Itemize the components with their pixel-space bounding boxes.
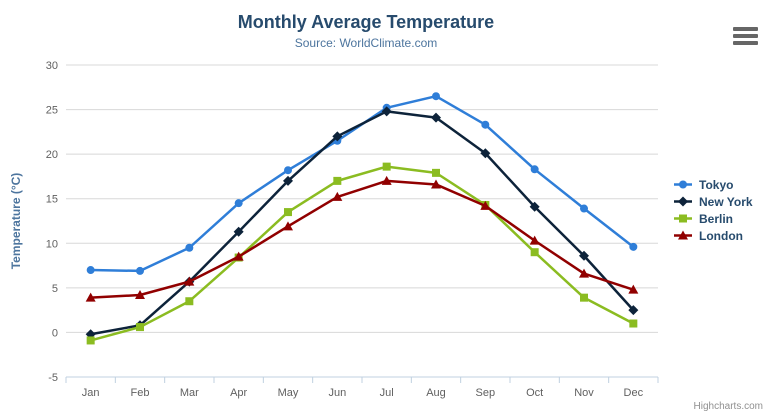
legend: Tokyo New York Berlin London: [674, 176, 753, 244]
data-point[interactable]: [86, 336, 95, 345]
export-menu-icon[interactable]: [733, 27, 758, 45]
data-point[interactable]: [283, 221, 293, 231]
data-point[interactable]: [185, 297, 194, 306]
data-point[interactable]: [580, 293, 588, 302]
x-tick-label: Jan: [82, 387, 100, 399]
data-point[interactable]: [284, 166, 292, 175]
data-point[interactable]: [580, 204, 588, 213]
y-tick-label: 15: [46, 194, 58, 206]
data-point[interactable]: [628, 284, 639, 294]
x-tick-label: Aug: [426, 387, 446, 399]
y-tick-label: 5: [52, 283, 58, 295]
legend-marker-icon: [674, 230, 692, 240]
legend-marker-icon: [674, 180, 692, 189]
x-tick-label: Oct: [526, 387, 543, 399]
x-tick-label: Feb: [131, 387, 150, 399]
legend-label: Berlin: [699, 211, 734, 226]
data-point[interactable]: [529, 235, 540, 245]
data-point[interactable]: [284, 208, 292, 217]
legend-label: Tokyo: [699, 177, 734, 192]
data-point[interactable]: [233, 251, 244, 261]
y-tick-label: 30: [46, 60, 58, 72]
data-point[interactable]: [136, 266, 144, 275]
legend-item-tokyo[interactable]: Tokyo: [674, 176, 753, 193]
y-tick-label: 10: [46, 238, 58, 250]
data-point[interactable]: [530, 165, 539, 174]
data-point[interactable]: [135, 289, 145, 299]
legend-item-berlin[interactable]: Berlin: [674, 210, 753, 227]
x-tick-label: Apr: [230, 387, 247, 399]
legend-marker: [679, 214, 687, 223]
series-line[interactable]: [90, 94, 635, 273]
data-point[interactable]: [579, 268, 589, 278]
data-point[interactable]: [382, 162, 391, 171]
legend-item-new-york[interactable]: New York: [674, 193, 753, 210]
y-axis-title: Temperature (°C): [9, 173, 23, 270]
data-point[interactable]: [381, 175, 392, 185]
data-point[interactable]: [234, 199, 243, 208]
data-point[interactable]: [332, 131, 343, 142]
legend-marker: [679, 180, 687, 189]
y-tick-label: 20: [46, 149, 58, 161]
hamburger-bar: [733, 27, 758, 31]
y-tick-label: 0: [52, 327, 58, 339]
x-tick-label: Jul: [380, 387, 394, 399]
credits-link[interactable]: Highcharts.com: [693, 401, 763, 412]
data-point[interactable]: [86, 266, 95, 275]
series-line[interactable]: [90, 165, 634, 342]
data-point[interactable]: [480, 200, 491, 210]
data-point[interactable]: [333, 176, 342, 185]
y-tick-label: 25: [46, 105, 58, 117]
legend-item-london[interactable]: London: [674, 227, 753, 244]
data-point[interactable]: [481, 120, 490, 129]
x-tick-label: May: [278, 387, 299, 399]
data-point[interactable]: [283, 175, 293, 186]
x-tick-label: Mar: [180, 387, 199, 399]
series-tokyo[interactable]: [86, 92, 638, 275]
data-point[interactable]: [136, 323, 144, 332]
legend-marker-icon: [674, 214, 692, 223]
data-point[interactable]: [530, 248, 539, 257]
x-tick-label: Jun: [328, 387, 346, 399]
x-tick-label: Sep: [476, 387, 496, 399]
data-point[interactable]: [233, 226, 244, 237]
x-tick-label: Nov: [574, 387, 594, 399]
legend-marker: [678, 196, 688, 207]
data-point[interactable]: [185, 243, 194, 252]
data-point[interactable]: [184, 276, 195, 286]
data-point[interactable]: [529, 201, 540, 212]
legend-marker-icon: [674, 196, 692, 207]
data-point[interactable]: [432, 92, 440, 101]
data-point[interactable]: [432, 168, 440, 177]
data-point[interactable]: [431, 179, 441, 189]
data-point[interactable]: [431, 112, 441, 123]
series-new-york[interactable]: [85, 106, 639, 340]
series-london[interactable]: [85, 175, 639, 302]
hamburger-bar: [733, 34, 758, 38]
legend-marker: [678, 230, 688, 240]
y-tick-label: -5: [48, 372, 58, 384]
data-point[interactable]: [579, 250, 589, 261]
data-point[interactable]: [480, 148, 491, 159]
data-point[interactable]: [332, 191, 343, 201]
series-line[interactable]: [90, 179, 634, 299]
hamburger-bar: [733, 41, 758, 45]
data-point[interactable]: [629, 319, 638, 328]
series-line[interactable]: [90, 110, 635, 336]
data-point[interactable]: [628, 305, 639, 316]
data-point[interactable]: [629, 242, 638, 251]
legend-label: New York: [699, 194, 753, 209]
chart-subtitle: Source: WorldClimate.com: [294, 36, 438, 50]
chart-title: Monthly Average Temperature: [237, 12, 495, 32]
data-point[interactable]: [85, 292, 96, 302]
legend-label: London: [699, 228, 743, 243]
x-tick-label: Dec: [624, 387, 644, 399]
data-point[interactable]: [381, 106, 392, 117]
